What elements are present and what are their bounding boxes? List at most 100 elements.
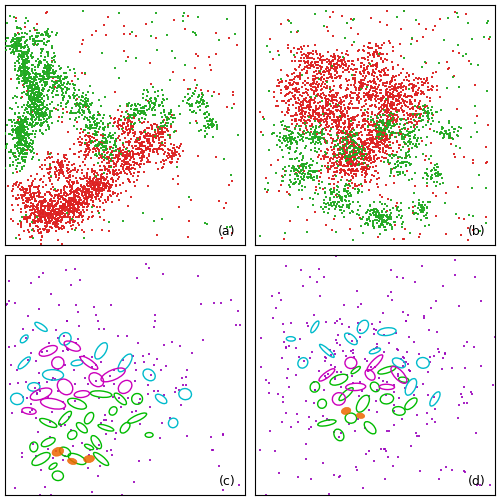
Point [402,150,409,158]
Point [394,136,402,144]
Point [42,64,50,72]
Point [43,8,51,16]
Point [358,138,366,146]
Point [50,52,58,60]
Point [16,185,24,193]
Point [120,156,128,164]
Point [60,200,68,208]
Point [428,73,436,81]
Point [62,85,70,93]
Point [380,65,388,73]
Point [100,216,108,224]
Point [356,333,364,341]
Point [357,62,365,70]
Point [174,386,182,394]
Point [46,214,54,222]
Point [131,182,139,190]
Point [129,122,137,130]
Point [22,134,30,142]
Point [58,207,66,215]
Point [157,366,165,374]
Point [94,192,102,200]
Point [420,106,428,114]
Point [22,108,30,116]
Point [314,110,322,118]
Point [422,214,430,222]
Point [163,116,171,124]
Point [338,132,346,140]
Point [296,124,304,132]
Point [176,342,184,350]
Point [303,58,311,66]
Point [124,138,132,145]
Point [388,223,396,231]
Point [403,152,411,160]
Point [312,416,320,424]
Point [320,386,328,394]
Point [1,335,9,343]
Point [88,194,96,202]
Point [366,91,374,99]
Point [270,94,278,102]
Point [428,114,436,122]
Point [118,124,126,132]
Point [100,180,108,188]
Point [291,87,299,95]
Point [390,388,398,396]
Point [56,74,64,82]
Point [14,130,22,138]
Point [58,193,66,201]
Point [330,153,338,161]
Point [31,134,39,141]
Point [86,129,94,137]
Point [370,120,378,128]
Point [322,184,330,192]
Point [373,219,381,227]
Point [342,142,350,150]
Point [14,192,22,200]
Point [340,34,348,42]
Point [17,131,25,139]
Point [42,75,50,83]
Point [37,76,45,84]
Point [84,102,92,110]
Point [202,124,210,132]
Point [334,145,342,153]
Point [344,138,352,146]
Point [24,89,32,97]
Point [335,158,343,166]
Point [403,92,411,100]
Point [362,154,370,162]
Point [258,131,266,139]
Point [132,150,140,158]
Point [20,72,28,80]
Point [362,166,370,174]
Point [312,67,320,75]
Point [123,144,131,152]
Point [321,372,329,380]
Point [58,85,66,93]
Point [308,124,316,132]
Point [68,188,76,196]
Point [294,80,302,88]
Point [405,159,413,167]
Point [334,124,342,132]
Point [68,208,76,216]
Point [341,146,349,154]
Point [340,152,348,160]
Point [283,126,291,134]
Point [129,124,137,132]
Point [42,62,50,70]
Point [324,146,332,154]
Point [362,90,370,98]
Point [321,148,329,156]
Point [364,116,372,124]
Point [432,297,440,305]
Point [304,168,312,176]
Point [26,220,34,228]
Point [351,88,359,96]
Point [79,158,87,166]
Point [364,82,372,90]
Point [22,114,30,122]
Point [360,69,368,77]
